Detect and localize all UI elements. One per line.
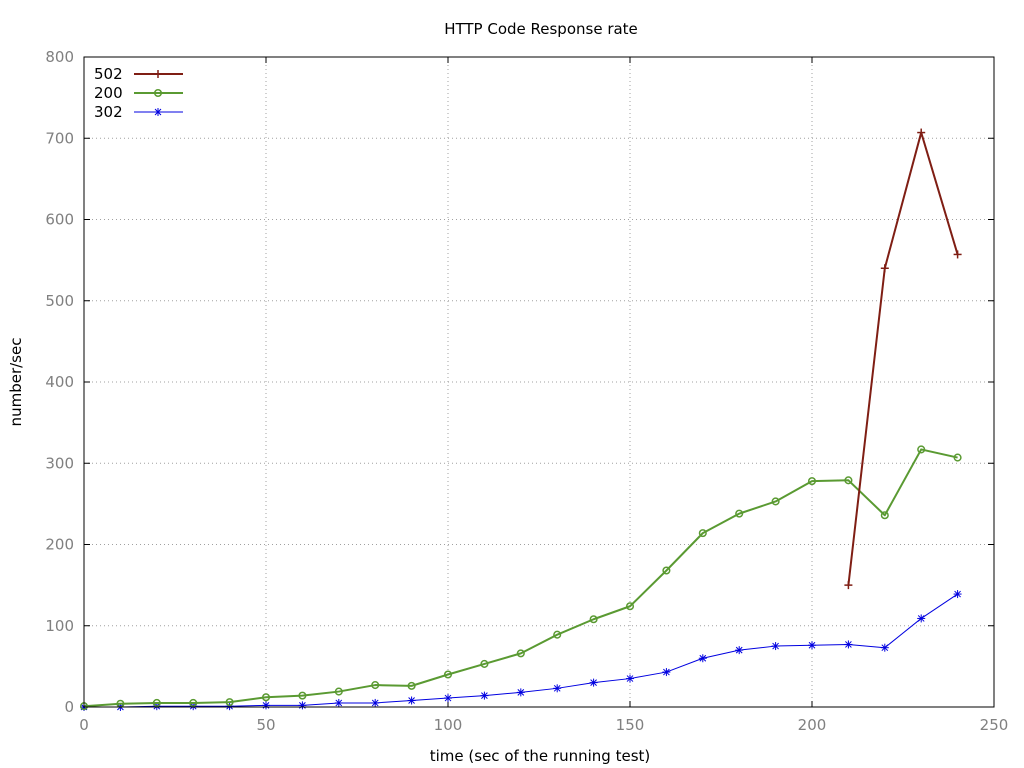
series-302-point <box>553 684 562 693</box>
series-200-point <box>298 691 307 700</box>
series-302-point <box>444 694 452 703</box>
series-302-point <box>771 642 780 651</box>
series-302-point <box>262 701 270 710</box>
series-302-point <box>626 674 634 683</box>
y-tick-label: 400 <box>45 373 74 391</box>
series-200-point <box>625 602 635 611</box>
plot-frame <box>83 56 995 708</box>
series-302-point <box>808 641 816 650</box>
tick-labels: 0 50 100 150 200 250 0 100 200 300 400 500 600 700 800 <box>45 48 1008 734</box>
series-200-point <box>662 566 671 575</box>
series-200-line <box>83 448 958 708</box>
legend-label: 200 <box>94 84 123 102</box>
series-200-point <box>880 511 889 520</box>
series-group <box>79 128 962 711</box>
series-302-point <box>516 688 525 697</box>
series-502-point <box>953 250 962 259</box>
series-200-point <box>152 698 161 707</box>
series-502-point <box>880 264 889 273</box>
y-tick-label: 700 <box>45 129 74 147</box>
series-200-point <box>189 698 198 707</box>
x-axis-label: time (sec of the running test) <box>430 747 651 765</box>
series-200-point <box>589 615 598 624</box>
x-tick-label: 250 <box>980 716 1009 734</box>
legend-label: 502 <box>94 65 123 83</box>
series-200-point <box>553 630 562 639</box>
legend-label: 302 <box>94 103 123 121</box>
y-tick-label: 500 <box>45 292 74 310</box>
grid <box>83 56 995 708</box>
series-200-point <box>371 681 380 690</box>
series-200-point <box>807 477 817 486</box>
series-200-point <box>771 497 780 506</box>
series-302-point <box>735 646 744 655</box>
series-302-point <box>953 590 962 599</box>
x-tick-label: 100 <box>434 716 463 734</box>
x-tick-label: 200 <box>798 716 827 734</box>
series-502 <box>844 128 962 590</box>
series-200-point <box>516 649 525 658</box>
series-302-point <box>917 614 926 623</box>
legend-marker <box>154 70 162 78</box>
y-axis-label: number/sec <box>7 338 25 427</box>
series-302-point <box>298 701 307 710</box>
series-200-point <box>480 659 489 668</box>
series-302-point <box>371 698 380 707</box>
legend-marker <box>154 108 162 116</box>
x-tick-label: 0 <box>79 716 89 734</box>
series-200-point <box>225 698 234 707</box>
series-302-point <box>334 698 343 707</box>
series-200 <box>79 445 962 711</box>
series-200-point <box>917 445 926 454</box>
series-302-point <box>662 668 671 677</box>
series-200-point <box>844 476 853 485</box>
x-tick-label: 150 <box>616 716 645 734</box>
series-302-point <box>698 654 707 663</box>
series-302-point <box>407 696 416 705</box>
y-tick-label: 800 <box>45 48 74 66</box>
y-tick-label: 100 <box>45 617 74 635</box>
legend-marker <box>153 88 163 98</box>
series-502-line <box>847 131 959 586</box>
y-tick-label: 0 <box>64 698 74 716</box>
y-tick-label: 600 <box>45 211 74 229</box>
chart-title: HTTP Code Response rate <box>444 20 638 38</box>
series-502-point <box>844 581 853 590</box>
y-tick-label: 300 <box>45 454 74 472</box>
series-302-point <box>880 643 889 652</box>
series-200-point <box>443 670 453 679</box>
legend-item-502: 502 <box>94 65 183 83</box>
series-302-point <box>589 678 598 687</box>
series-200-point <box>334 687 343 696</box>
series-200-point <box>735 509 744 518</box>
y-tick-label: 200 <box>45 536 74 554</box>
legend-item-200: 200 <box>94 84 183 102</box>
legend-item-302: 302 <box>94 103 183 121</box>
series-200-point <box>953 453 962 462</box>
series-502-point <box>917 128 926 137</box>
series-302-point <box>844 640 853 649</box>
series-200-point <box>698 529 707 538</box>
x-tick-label: 50 <box>256 716 275 734</box>
series-302-point <box>480 691 489 700</box>
series-200-point <box>261 693 271 702</box>
series-200-point <box>407 681 416 690</box>
